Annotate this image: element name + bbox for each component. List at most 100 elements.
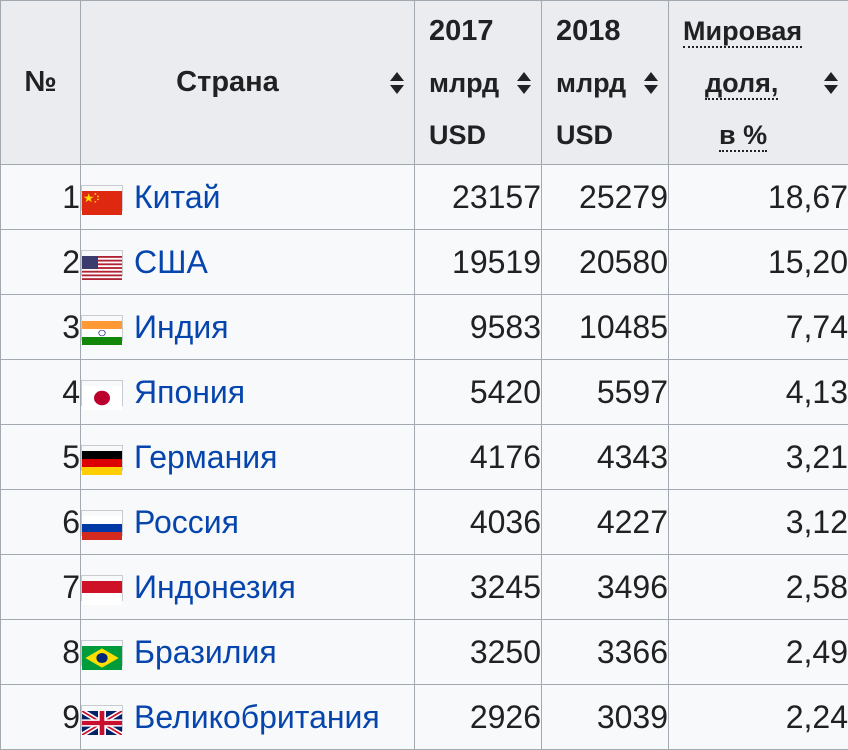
world-share-value: 2,24 — [786, 699, 848, 735]
rank-cell: 5 — [1, 425, 81, 490]
rank-cell: 4 — [1, 360, 81, 425]
rank-value: 5 — [62, 439, 80, 475]
country-cell[interactable]: Бразилия — [81, 620, 415, 685]
rank-value: 3 — [62, 309, 80, 345]
rank-value: 1 — [62, 179, 80, 215]
india-flag-icon — [81, 315, 123, 341]
header-world-share[interactable]: Мировая доля, в % — [669, 1, 848, 165]
brazil-flag-icon — [81, 640, 123, 666]
country-cell[interactable]: Индонезия — [81, 555, 415, 620]
sort-icon[interactable] — [644, 71, 658, 95]
country-cell[interactable]: Индия — [81, 295, 415, 360]
value-2018-cell: 3366 — [542, 620, 669, 685]
country-link[interactable]: Бразилия — [134, 635, 277, 671]
sort-icon[interactable] — [390, 71, 404, 95]
world-share-cell: 15,20 — [669, 230, 848, 295]
country-link[interactable]: Германия — [134, 440, 277, 476]
country-cell[interactable]: Япония — [81, 360, 415, 425]
sort-icon[interactable] — [824, 71, 838, 95]
rank-cell: 2 — [1, 230, 81, 295]
country-cell[interactable]: Китай — [81, 165, 415, 230]
world-share-value: 4,13 — [786, 374, 848, 410]
country-cell[interactable]: Россия — [81, 490, 415, 555]
value-2018-cell: 5597 — [542, 360, 669, 425]
rank-cell: 7 — [1, 555, 81, 620]
russia-flag-icon — [81, 510, 123, 536]
header-share-line2: доля, — [705, 68, 778, 100]
header-rank-label: № — [24, 66, 56, 98]
value-2017: 9583 — [470, 309, 541, 345]
value-2018: 3496 — [597, 569, 668, 605]
rank-value: 6 — [62, 504, 80, 540]
world-share-cell: 7,74 — [669, 295, 848, 360]
rank-cell: 6 — [1, 490, 81, 555]
world-share-cell: 2,58 — [669, 555, 848, 620]
japan-flag-icon — [81, 380, 123, 406]
header-2017[interactable]: 2017 млрд USD — [415, 1, 542, 165]
header-country[interactable]: Страна — [81, 1, 415, 165]
value-2018-cell: 20580 — [542, 230, 669, 295]
country-cell[interactable]: США — [81, 230, 415, 295]
usa-flag-icon — [81, 250, 123, 276]
header-2017-year: 2017 — [429, 5, 494, 57]
country-link[interactable]: США — [134, 245, 208, 281]
header-row: № Страна 2017 млрд USD 2018 млрд USD — [1, 1, 848, 165]
value-2017: 23157 — [452, 179, 541, 215]
value-2018: 4227 — [597, 504, 668, 540]
country-link[interactable]: Индия — [134, 310, 229, 346]
world-share-cell: 2,24 — [669, 685, 848, 750]
germany-flag-icon — [81, 445, 123, 471]
country-link[interactable]: Великобритания — [134, 700, 380, 736]
value-2017: 5420 — [470, 374, 541, 410]
value-2017-cell: 9583 — [415, 295, 542, 360]
header-2018-year: 2018 — [556, 5, 621, 57]
value-2017-cell: 23157 — [415, 165, 542, 230]
rank-value: 7 — [62, 569, 80, 605]
header-2018[interactable]: 2018 млрд USD — [542, 1, 669, 165]
header-2017-unit: млрд — [429, 57, 499, 109]
country-link[interactable]: Россия — [134, 505, 239, 541]
header-share-line1: Мировая — [683, 16, 802, 48]
value-2018-cell: 25279 — [542, 165, 669, 230]
value-2017-cell: 3250 — [415, 620, 542, 685]
rank-value: 9 — [62, 699, 80, 735]
value-2018: 25279 — [579, 179, 668, 215]
header-rank: № — [1, 1, 81, 165]
value-2018-cell: 3039 — [542, 685, 669, 750]
country-link[interactable]: Китай — [134, 180, 220, 216]
value-2017: 4036 — [470, 504, 541, 540]
value-2018-cell: 3496 — [542, 555, 669, 620]
table-row: 7 Индонезия 3245 3496 2,58 — [1, 555, 848, 620]
world-share-value: 18,67 — [768, 179, 848, 215]
china-flag-icon — [81, 185, 123, 211]
table-row: 9 Великобритания 2926 3039 2,24 — [1, 685, 848, 750]
value-2017-cell: 4036 — [415, 490, 542, 555]
value-2017-cell: 3245 — [415, 555, 542, 620]
value-2017: 4176 — [470, 439, 541, 475]
value-2018: 3039 — [597, 699, 668, 735]
header-2017-currency: USD — [429, 109, 486, 161]
value-2017-cell: 19519 — [415, 230, 542, 295]
country-cell[interactable]: Великобритания — [81, 685, 415, 750]
value-2018-cell: 4343 — [542, 425, 669, 490]
value-2018: 10485 — [579, 309, 668, 345]
country-link[interactable]: Индонезия — [134, 570, 296, 606]
value-2017-cell: 2926 — [415, 685, 542, 750]
value-2017-cell: 4176 — [415, 425, 542, 490]
world-share-cell: 3,12 — [669, 490, 848, 555]
sort-icon[interactable] — [517, 71, 531, 95]
value-2017-cell: 5420 — [415, 360, 542, 425]
country-link[interactable]: Япония — [134, 375, 245, 411]
world-share-cell: 3,21 — [669, 425, 848, 490]
value-2018-cell: 10485 — [542, 295, 669, 360]
world-share-value: 2,49 — [786, 634, 848, 670]
world-share-value: 2,58 — [786, 569, 848, 605]
country-cell[interactable]: Германия — [81, 425, 415, 490]
